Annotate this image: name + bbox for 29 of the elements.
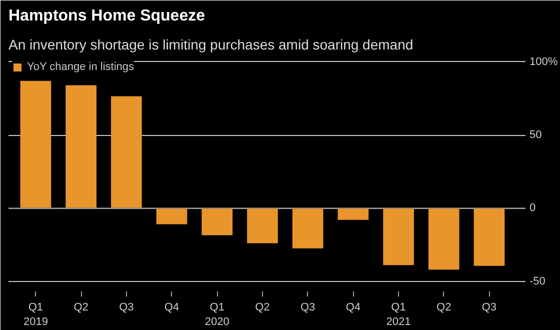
- bar: [156, 208, 188, 224]
- x-tick-label: Q4: [164, 302, 180, 314]
- x-tick-label: Q2: [74, 302, 88, 314]
- x-tick-label: Q1 2019: [23, 302, 48, 328]
- legend-label: YoY change in listings: [27, 61, 134, 73]
- y-tick-label: 0: [530, 202, 536, 214]
- y-tick-label: 100%: [530, 56, 558, 68]
- bar: [110, 96, 142, 208]
- y-tick-label: -50: [530, 275, 546, 288]
- x-tick-label: Q1 2021: [386, 302, 411, 328]
- bar: [428, 208, 460, 270]
- x-tick-label: Q4: [346, 302, 361, 314]
- x-tick-label: Q2: [436, 302, 452, 314]
- bar: [338, 208, 369, 220]
- x-tick-label: Q2: [255, 302, 270, 314]
- bar: [474, 208, 505, 266]
- chart-subtitle: An inventory shortage is limiting purchases amid soaring demand: [8, 36, 414, 52]
- y-tick-label: 50: [530, 129, 542, 142]
- chart-title: Hamptons Home Squeeze: [8, 8, 206, 24]
- bar: [247, 208, 278, 244]
- x-tick-label: Q3: [119, 302, 134, 314]
- x-tick-label: Q3: [300, 302, 316, 314]
- bar: [202, 208, 233, 236]
- bar: [292, 208, 324, 248]
- bar: [20, 80, 52, 208]
- bar: [383, 208, 414, 266]
- x-tick-label: Q1 2020: [204, 302, 230, 328]
- bar: [66, 85, 96, 208]
- x-tick-label: Q3: [482, 302, 497, 314]
